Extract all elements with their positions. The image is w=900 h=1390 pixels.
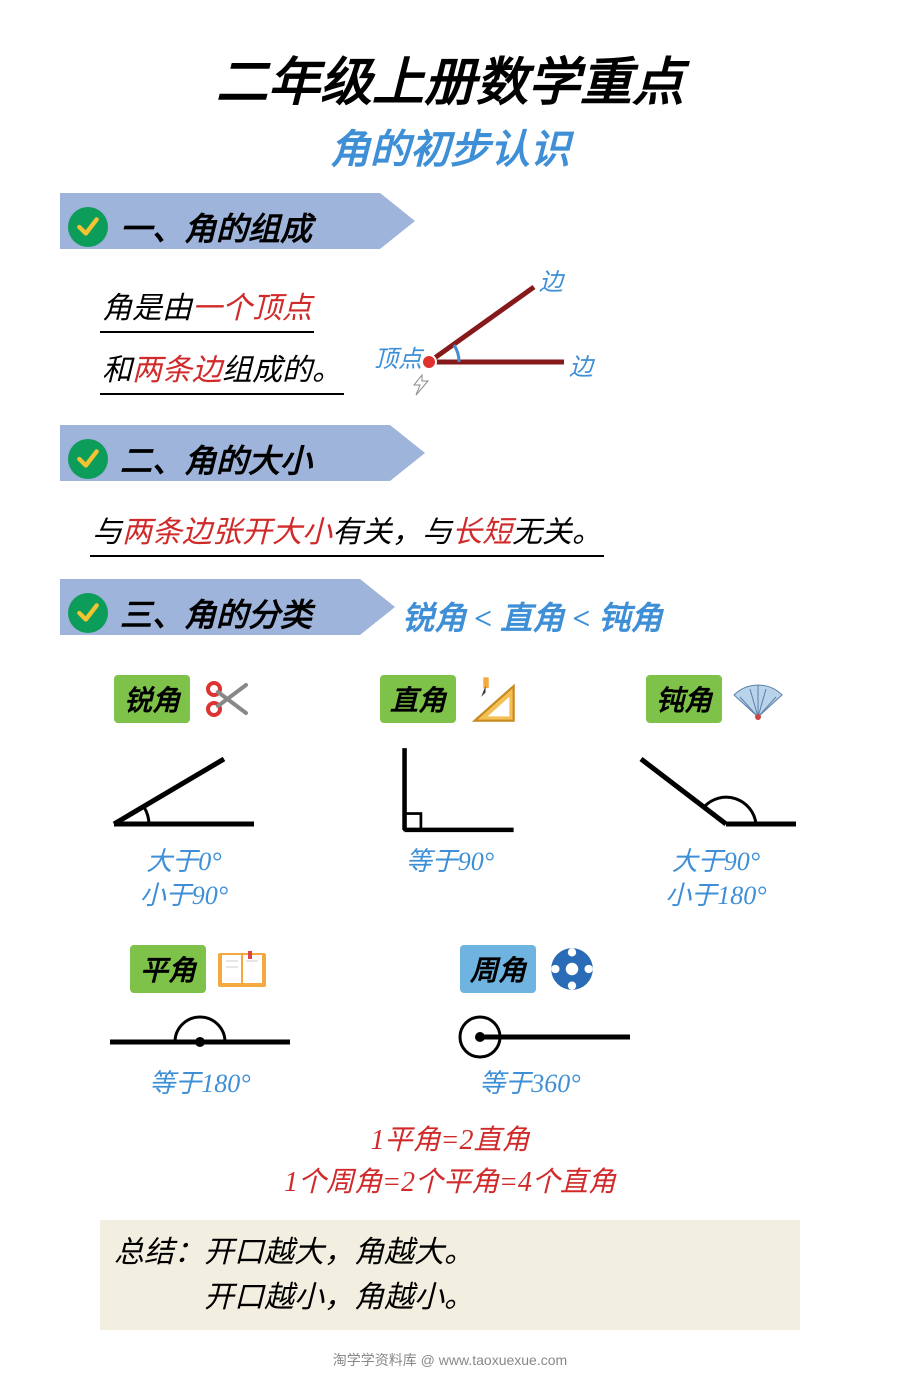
footer: 淘学学资料库 @ www.taoxuexue.com (60, 1350, 840, 1370)
eq-1: 1平角=2直角 (60, 1120, 840, 1162)
acute-angle-diagram (94, 739, 274, 839)
obtuse-col: 钝角 大于9 (602, 671, 830, 913)
check-icon (68, 593, 108, 633)
section-1-text: 角是由一个顶点 和两条边组成的。 (100, 275, 344, 399)
acute-tag: 锐角 (114, 675, 190, 723)
banner-3-text: 三、角的分类 (120, 590, 312, 636)
full-tag: 周角 (460, 945, 536, 993)
section-2: 二、角的大小 与两条边张开大小有关，与长短无关。 (60, 425, 840, 561)
right-col: 直角 等于90° (336, 671, 564, 913)
s2-line: 与两条边张开大小有关，与长短无关。 (90, 503, 604, 557)
fan-icon (730, 671, 786, 727)
banner-2-text: 二、角的大小 (120, 436, 312, 482)
equations: 1平角=2直角 1个周角=2个平角=4个直角 (60, 1120, 840, 1204)
eq-2: 1个周角=2个平角=4个直角 (60, 1162, 840, 1204)
check-icon (68, 439, 108, 479)
summary-l2: 开口越小，角越小。 (204, 1281, 474, 1314)
straight-col: 平角 等于180° (100, 941, 300, 1101)
angle-types-row-1: 锐角 大于0° 小于90° (70, 671, 830, 913)
page-title: 二年级上册数学重点 (60, 40, 840, 115)
summary-label: 总结： (114, 1236, 204, 1269)
triangle-ruler-icon (464, 671, 520, 727)
book-icon (214, 941, 270, 997)
banner-2: 二、角的大小 (60, 431, 352, 487)
page-subtitle: 角的初步认识 (60, 117, 840, 175)
check-icon (68, 207, 108, 247)
acute-text: 大于0° 小于90° (140, 845, 228, 913)
s1-l2a: 和 (102, 354, 132, 387)
angle-order: 锐角 < 直角 < 钝角 (402, 593, 662, 639)
edge-label-2: 边 (569, 347, 593, 382)
vertex-label: 顶点 (374, 339, 422, 374)
full-angle-diagram (420, 997, 640, 1067)
page: 二年级上册数学重点 角的初步认识 一、角的组成 角是由一个顶点 和两条边组成的。 (0, 0, 900, 1390)
straight-angle-diagram (100, 997, 300, 1067)
full-col: 周角 等于360° (420, 941, 640, 1101)
right-text: 等于90° (406, 845, 494, 879)
straight-tag: 平角 (130, 945, 206, 993)
full-text: 等于360° (479, 1067, 580, 1101)
obtuse-text: 大于90° 小于180° (665, 845, 766, 913)
straight-text: 等于180° (149, 1067, 250, 1101)
s1-l1a: 角是由 (102, 292, 192, 325)
summary-box: 总结：开口越大，角越大。 总结：开口越小，角越小。 (100, 1220, 800, 1330)
wheel-icon (544, 941, 600, 997)
angle-composition-diagram: 顶点 边 边 (374, 267, 604, 407)
section-1: 一、角的组成 角是由一个顶点 和两条边组成的。 (60, 193, 840, 407)
edge-label-1: 边 (539, 262, 563, 297)
banner-1: 一、角的组成 (60, 199, 352, 255)
banner-1-text: 一、角的组成 (120, 204, 312, 250)
acute-col: 锐角 大于0° 小于90° (70, 671, 298, 913)
s1-l2b: 两条边 (132, 354, 222, 387)
right-angle-diagram (360, 739, 540, 839)
scissors-icon (198, 671, 254, 727)
banner-3: 三、角的分类 (60, 585, 352, 641)
obtuse-angle-diagram (626, 739, 806, 839)
section-3: 三、角的分类 锐角 < 直角 < 钝角 (60, 579, 840, 653)
s1-l1b: 一个顶点 (192, 292, 312, 325)
obtuse-tag: 钝角 (646, 675, 722, 723)
s1-l2c: 组成的。 (222, 354, 342, 387)
angle-types-row-2: 平角 等于180° (100, 941, 840, 1101)
summary-l1: 开口越大，角越大。 (204, 1236, 474, 1269)
right-tag: 直角 (380, 675, 456, 723)
